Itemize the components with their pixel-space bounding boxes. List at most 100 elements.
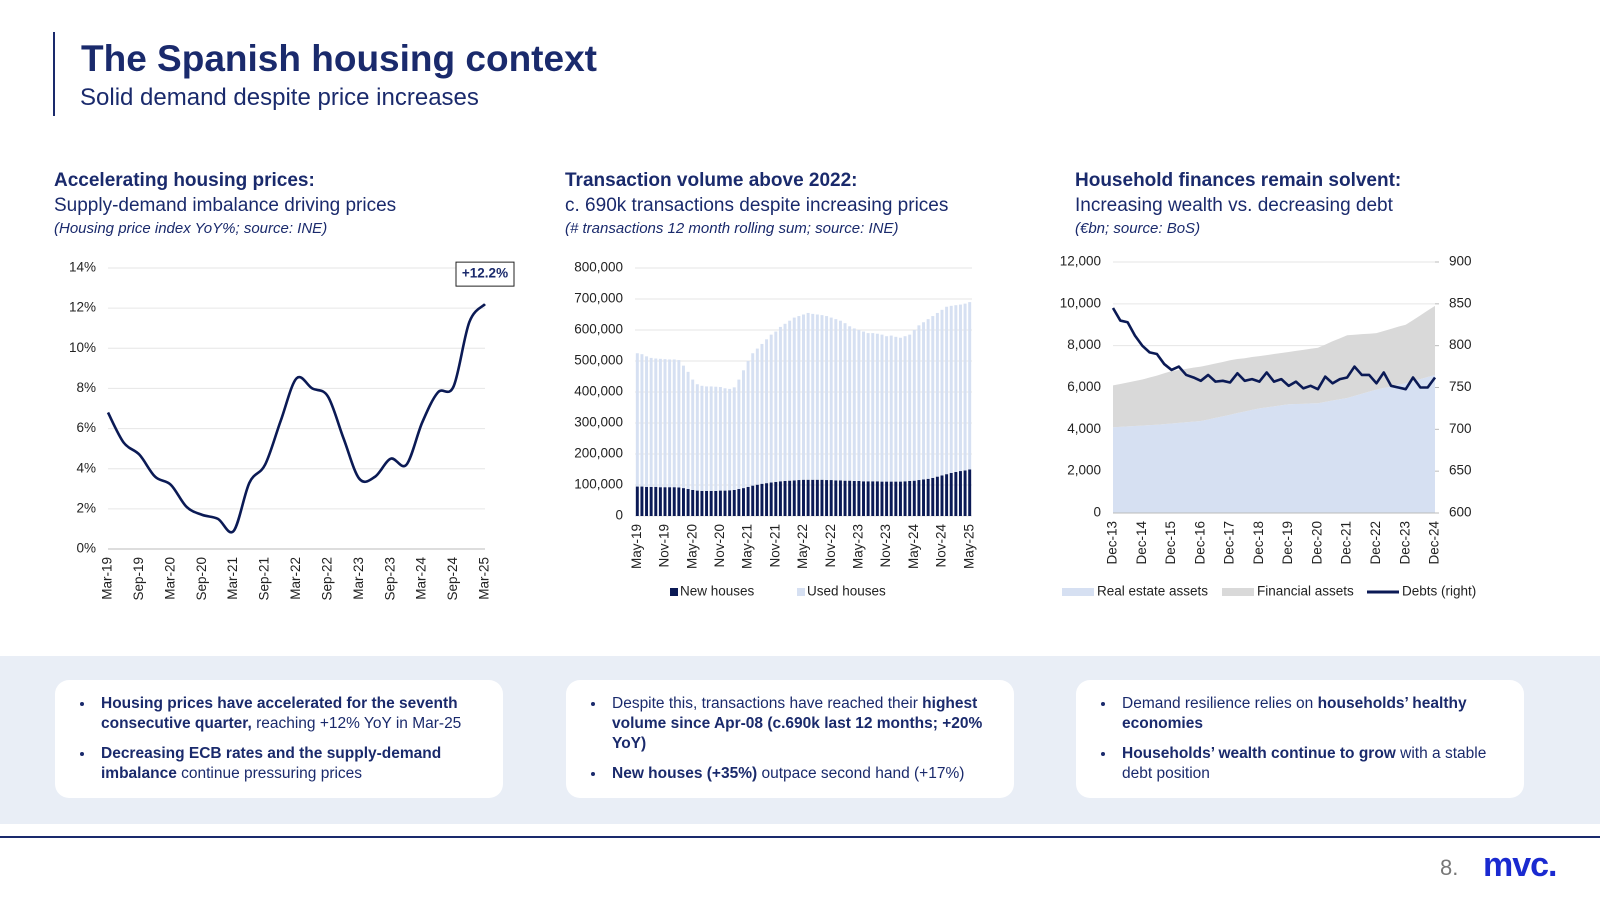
chart-subtitle: Increasing wealth vs. decreasing debt — [1075, 195, 1393, 216]
bar-segment — [792, 480, 796, 516]
note-bullet: Households’ wealth continue to grow with… — [1116, 744, 1506, 784]
annotation: +12.2% — [462, 266, 508, 281]
bar-segment — [691, 489, 695, 516]
bar-segment — [718, 490, 722, 516]
bar-segment — [635, 486, 639, 516]
bar-segment — [880, 481, 884, 516]
bar-segment — [783, 480, 787, 516]
chart-heading: Household finances remain solvent: Incre… — [1075, 170, 1401, 237]
bar-segment — [917, 480, 921, 516]
bar-segment — [806, 479, 810, 516]
bar-segment — [658, 487, 662, 516]
note-bullet: New houses (+35%) outpace second hand (+… — [606, 764, 996, 784]
bar-segment — [691, 379, 695, 490]
bar-segment — [663, 359, 667, 488]
note-text: New houses (+35%) — [612, 765, 758, 782]
bar-segment — [954, 471, 958, 516]
y-tick-label: 400,000 — [574, 384, 623, 399]
bar-segment — [709, 490, 713, 516]
note-bullet: Decreasing ECB rates and the supply-dema… — [95, 744, 485, 784]
bar-segment — [769, 334, 773, 483]
x-tick-label: Nov-24 — [934, 524, 949, 568]
bar-segment — [889, 335, 893, 482]
bar-segment — [778, 326, 782, 482]
y-tick-label: 8,000 — [1067, 337, 1101, 352]
bar-segment — [695, 490, 699, 516]
bar-segment — [663, 487, 667, 516]
note-list: Despite this, transactions have reached … — [588, 694, 996, 784]
x-tick-label: Dec-23 — [1397, 521, 1412, 565]
bar-segment — [958, 471, 962, 516]
y-tick-label: 300,000 — [574, 415, 623, 430]
y-tick-label: 600,000 — [574, 322, 623, 337]
bar-segment — [940, 475, 944, 516]
note-box: Housing prices have accelerated for the … — [55, 680, 503, 798]
bar-segment — [760, 483, 764, 516]
x-tick-label: Sep-20 — [194, 557, 209, 601]
x-tick-label: Mar-23 — [351, 557, 366, 600]
bar-segment — [788, 480, 792, 516]
chart: 0% 2% 4% 6% 8% 10% 12% 14% Mar-19 Sep-19 Mar-20 Sep… — [69, 260, 515, 601]
bar-segment — [811, 313, 815, 480]
bar-segment — [783, 323, 787, 481]
bar-segment — [746, 361, 750, 487]
note-text: with a stable debt position — [1122, 745, 1487, 782]
note-text: Despite this, transactions have reached … — [612, 695, 923, 712]
legend-swatch — [670, 588, 678, 596]
bar-segment — [820, 315, 824, 480]
bar-segment — [658, 358, 662, 488]
chart-source: (# transactions 12 month rolling sum; so… — [565, 220, 899, 237]
x-tick-label: Nov-23 — [878, 524, 893, 568]
chart: 0 100,000 200,000 300,000 400,000 500,000 600,… — [574, 260, 976, 599]
y-tick-label: 6% — [76, 420, 96, 435]
y-tick-label: 12,000 — [1060, 254, 1101, 269]
note-text: highest volume since Apr-08 (c.690k last… — [612, 695, 983, 752]
chart-subtitle: c. 690k transactions despite increasing … — [565, 195, 949, 216]
bar-segment — [968, 302, 972, 470]
bar-segment — [931, 477, 935, 516]
bar-segment — [668, 359, 672, 488]
bar-segment — [843, 323, 847, 481]
page-number: 8. — [1440, 855, 1459, 880]
x-tick-label: Sep-22 — [319, 557, 334, 601]
legend-label: New houses — [680, 584, 755, 599]
annotation-box — [455, 261, 515, 287]
x-tick-label: May-25 — [961, 524, 976, 569]
y-tick-label: 10,000 — [1060, 295, 1101, 310]
bar-segment — [668, 487, 672, 516]
x-tick-label: Dec-19 — [1280, 521, 1295, 565]
note-list: Housing prices have accelerated for the … — [77, 694, 485, 784]
y-tick-label: 0% — [76, 541, 96, 556]
bar-segment — [843, 480, 847, 516]
y-tick-label: 8% — [76, 380, 96, 395]
area — [1113, 305, 1435, 428]
bar-segment — [742, 488, 745, 516]
bar-segment — [686, 489, 690, 516]
x-tick-label: May-19 — [629, 524, 644, 569]
y-tick-label: 12% — [69, 300, 96, 315]
x-tick-label: Dec-18 — [1251, 521, 1266, 565]
bar-segment — [677, 487, 681, 516]
bar-segment — [862, 331, 865, 482]
bar-segment — [949, 472, 953, 516]
bar-segment — [848, 326, 852, 481]
y-tick-label: 2% — [76, 500, 96, 515]
bar-segment — [949, 305, 953, 473]
bar-segment — [635, 353, 639, 487]
x-tick-label: Sep-19 — [131, 557, 146, 601]
bar-segment — [940, 309, 944, 476]
bar-segment — [852, 480, 856, 516]
bar-segment — [908, 480, 912, 516]
bar-segment — [875, 333, 879, 482]
bar-segment — [654, 358, 658, 487]
note-bullet: Despite this, transactions have reached … — [606, 694, 996, 754]
bar-segment — [742, 370, 745, 489]
bar-segment — [954, 305, 958, 472]
bar-segment — [825, 316, 829, 481]
x-tick-label: Dec-13 — [1105, 521, 1120, 565]
x-tick-label: Nov-19 — [657, 524, 672, 568]
y-tick-label: 100,000 — [574, 477, 623, 492]
note-text: households’ healthy economies — [1122, 695, 1467, 732]
bar-segment — [718, 387, 722, 491]
y-tick-label: 200,000 — [574, 446, 623, 461]
